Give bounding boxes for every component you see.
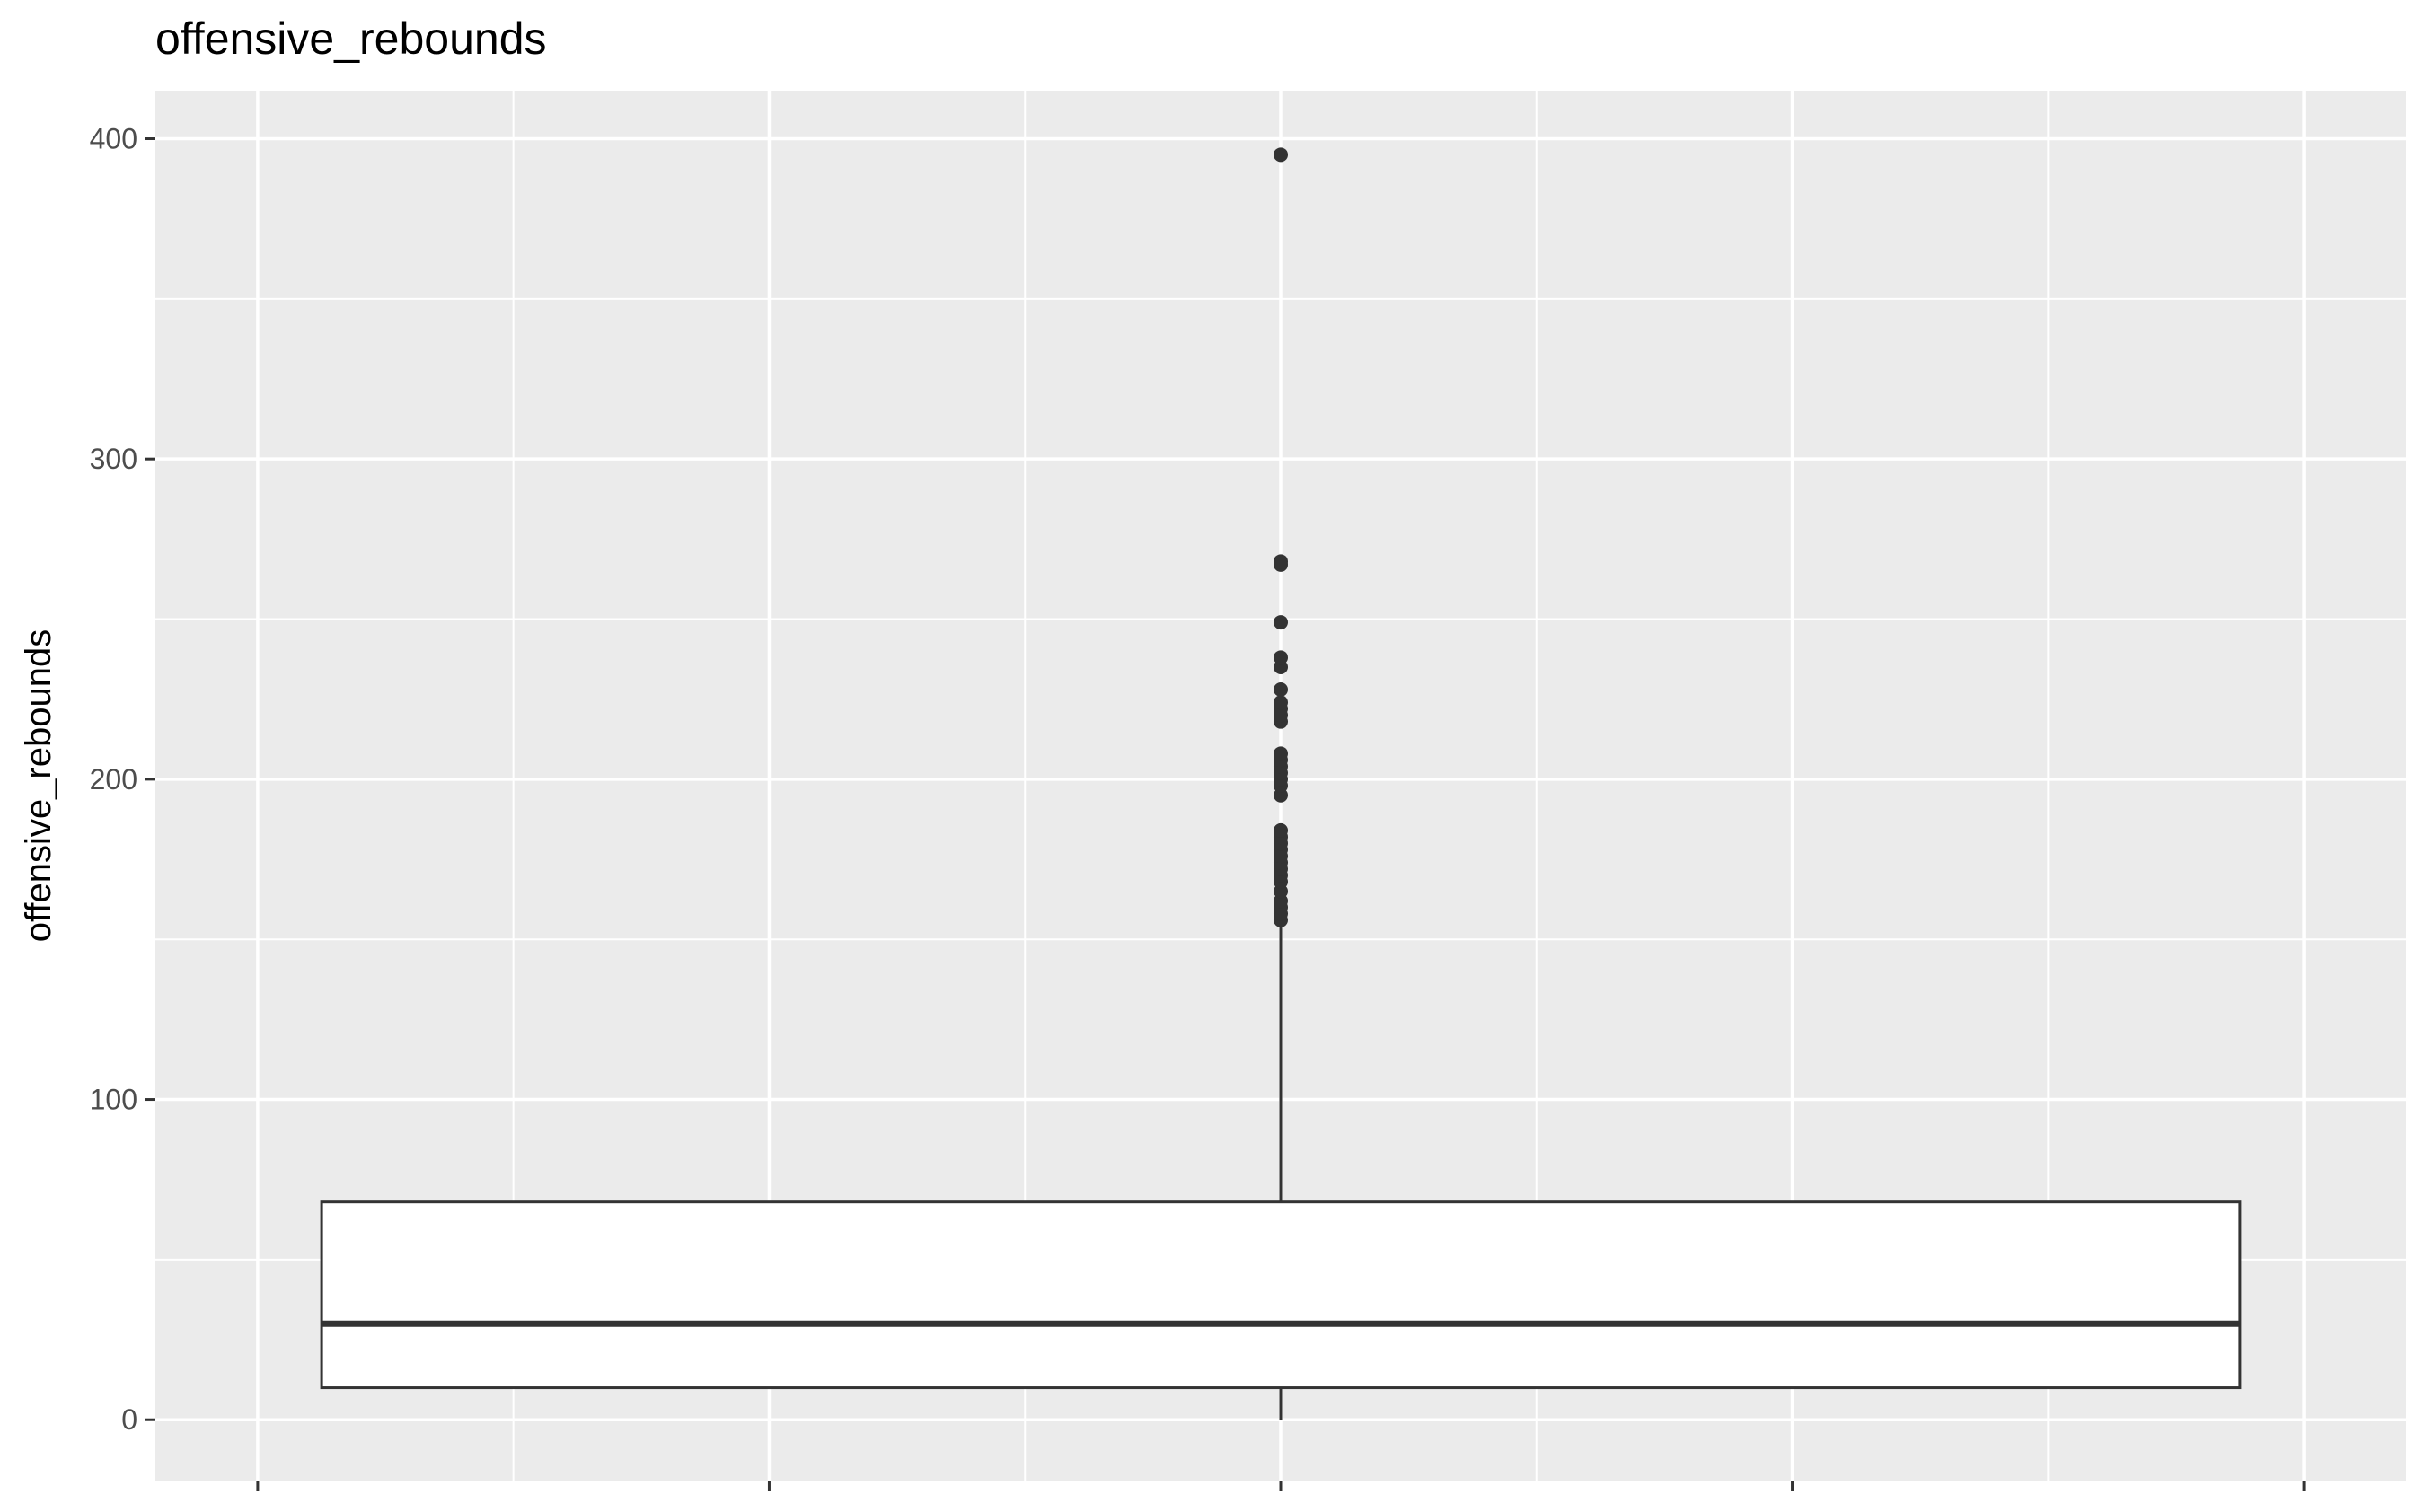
outlier-point (1274, 554, 1288, 569)
outlier-point (1274, 822, 1288, 838)
y-tick-label: 400 (90, 123, 137, 155)
outlier-points (1274, 147, 1288, 927)
y-axis-tick-labels: 0 100 200 300 400 (90, 123, 137, 1437)
y-tick-label: 300 (90, 443, 137, 475)
y-tick-label: 200 (90, 763, 137, 796)
outlier-point (1274, 615, 1288, 630)
chart-title: offensive_rebounds (155, 13, 547, 64)
y-axis-title: offensive_rebounds (19, 629, 58, 942)
outlier-point (1274, 695, 1288, 710)
y-tick-label: 100 (90, 1084, 137, 1116)
box-plot (320, 923, 2242, 1420)
outlier-point (1274, 650, 1288, 665)
outlier-point (1274, 681, 1288, 697)
outlier-point (1274, 746, 1288, 761)
y-tick-label: 0 (121, 1403, 137, 1436)
outlier-point (1274, 147, 1288, 163)
y-axis-ticks (145, 137, 2306, 1491)
interquartile-box (320, 1200, 2242, 1390)
